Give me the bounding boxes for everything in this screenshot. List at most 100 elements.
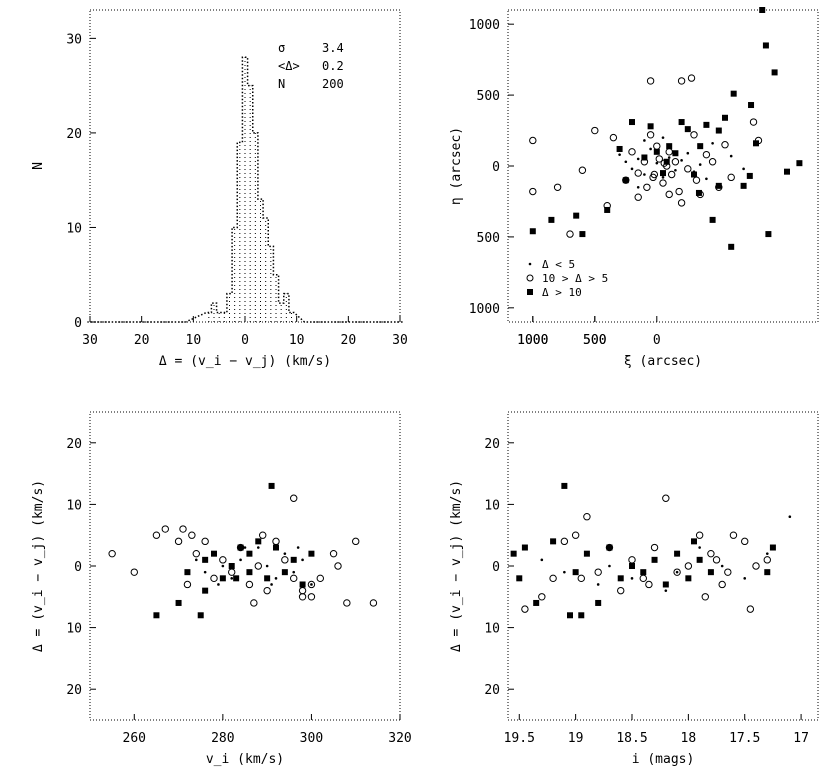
point-open — [529, 136, 537, 145]
point-filled — [572, 569, 579, 576]
point-filled — [715, 127, 722, 134]
point-open — [662, 494, 670, 502]
point-open — [250, 599, 258, 607]
point-small — [221, 564, 225, 568]
point-open — [701, 593, 709, 601]
x-tick-label: 30 — [82, 333, 98, 348]
point-filled — [762, 42, 769, 49]
point-filled — [219, 575, 226, 582]
stat-value: 0.2 — [322, 59, 344, 73]
point-open — [622, 176, 630, 184]
point-small — [256, 546, 260, 549]
x-tick-label: 260 — [123, 731, 146, 746]
y-tick-label: 10 — [484, 622, 500, 637]
point-filled — [765, 231, 772, 238]
x-tick-label: 19.5 — [504, 731, 535, 746]
point-open — [259, 531, 267, 539]
point-small — [643, 173, 646, 176]
point-small — [310, 583, 313, 586]
point-filled — [709, 216, 716, 223]
point-open — [538, 593, 546, 601]
point-open — [281, 556, 289, 564]
point-filled — [273, 544, 279, 551]
point-filled — [521, 544, 528, 551]
point-open — [690, 131, 698, 139]
x-tick-label: 280 — [211, 731, 234, 746]
point-open — [684, 165, 692, 173]
point-small — [618, 153, 621, 156]
point-open — [724, 568, 732, 576]
x-tick-label: 30 — [392, 333, 408, 348]
panel-4: 19.5 19 18.5 18 17.5 17 20 10 0 10 20 i (mags) Δ = (… — [449, 411, 819, 767]
y-tick-label: 0 — [74, 316, 82, 331]
point-filled — [567, 612, 573, 619]
point-small — [630, 577, 634, 580]
point-filled — [299, 581, 306, 588]
point-small — [296, 546, 300, 549]
point-small — [649, 147, 652, 151]
x-tick-label: 18.5 — [616, 731, 647, 746]
point-small — [243, 546, 247, 549]
point-filled — [684, 126, 691, 133]
x-tick-label: 1000 — [517, 333, 548, 348]
point-filled — [233, 575, 240, 582]
point-small — [675, 570, 679, 574]
histogram-step — [87, 56, 403, 323]
point-filled — [759, 7, 766, 13]
x-tick-label: 10 — [289, 333, 305, 348]
y-tick-label: 500 — [477, 231, 500, 246]
point-open — [130, 568, 138, 576]
point-small — [203, 570, 207, 574]
x-tick-label: 17.5 — [729, 731, 760, 746]
point-open — [692, 176, 701, 184]
y-tick-label: 20 — [66, 127, 82, 142]
point-open — [316, 574, 324, 583]
point-filled — [516, 575, 523, 582]
point-small — [540, 558, 544, 562]
point-open — [727, 173, 735, 182]
point-open — [665, 190, 673, 199]
x-tick-label: 19 — [568, 731, 584, 746]
x-axis-label: Δ = (v_i − v_j) (km/s) — [159, 354, 331, 369]
y-axis-label: Δ = (v_i − v_j) (km/s) — [31, 480, 46, 652]
point-filled — [281, 569, 288, 576]
point-filled — [202, 587, 209, 594]
point-filled — [703, 121, 710, 128]
point-open — [665, 148, 673, 156]
point-open — [675, 187, 683, 196]
point-open — [721, 141, 729, 149]
point-filled — [622, 177, 629, 184]
point-small — [265, 564, 269, 568]
point-small — [698, 163, 702, 166]
point-open — [188, 531, 196, 539]
point-open — [707, 549, 715, 558]
point-open — [655, 155, 663, 163]
x-axis-label: v_i (km/s) — [206, 752, 284, 767]
x-tick-label: 320 — [388, 731, 411, 746]
stat-label: <Δ> — [278, 59, 300, 73]
point-filled — [707, 569, 714, 576]
y-tick-label: 20 — [66, 683, 82, 698]
point-filled — [753, 140, 759, 147]
x-tick-label: 17 — [793, 731, 809, 746]
point-open — [174, 537, 183, 546]
point-small — [596, 583, 600, 586]
y-tick-label: 500 — [477, 89, 500, 104]
point-filled — [764, 569, 771, 576]
point-small — [630, 167, 634, 171]
stat-label: N — [278, 77, 285, 91]
point-filled — [510, 550, 517, 557]
point-open — [236, 543, 245, 552]
point-open — [192, 549, 200, 558]
x-tick-label: 0 — [241, 333, 249, 348]
y-tick-label: 10 — [66, 622, 82, 637]
point-open — [684, 562, 693, 570]
point-open — [763, 556, 771, 564]
point-filled — [666, 143, 673, 150]
point-filled — [629, 119, 635, 126]
point-small — [563, 570, 566, 574]
x-axis-label: i (mags) — [632, 752, 695, 767]
point-small — [661, 136, 665, 139]
x-tick-label: 0 — [653, 333, 661, 348]
